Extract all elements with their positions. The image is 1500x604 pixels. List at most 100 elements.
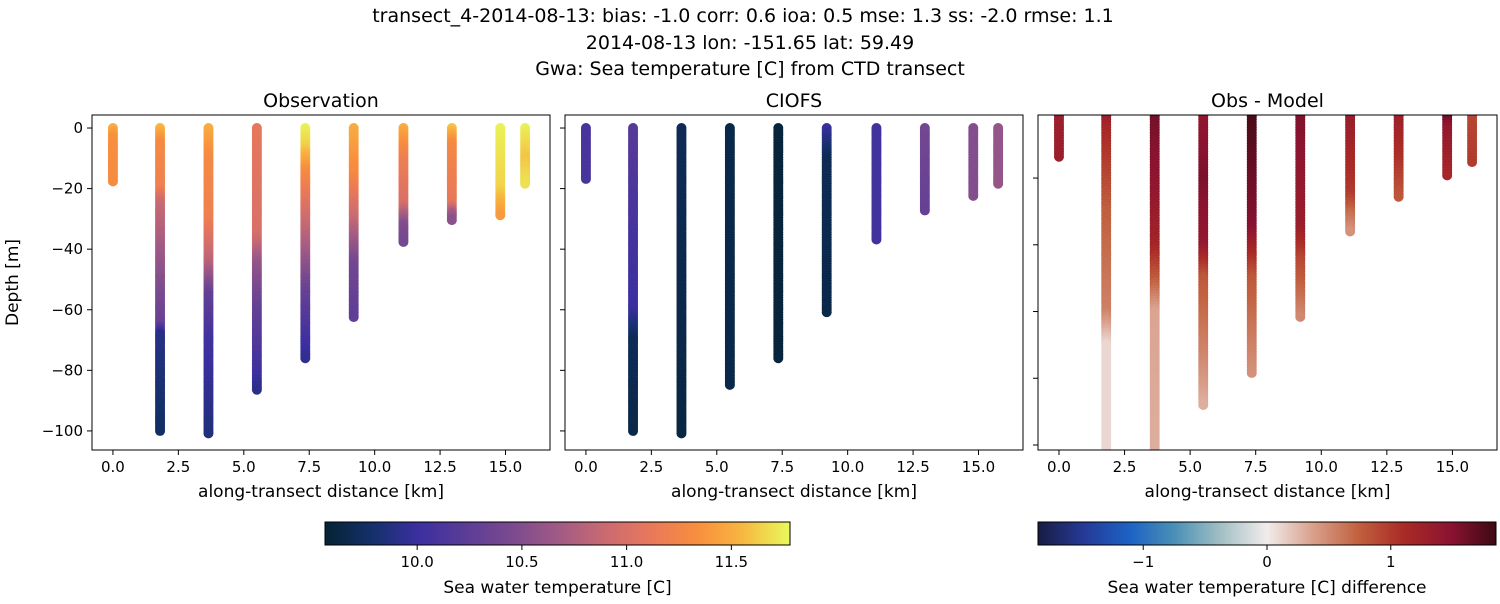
- data-point: [300, 353, 311, 364]
- x-tick-label: 15.0: [489, 458, 522, 476]
- data-point: [968, 190, 979, 201]
- data-point: [348, 312, 359, 323]
- data-point: [1053, 151, 1064, 162]
- suptitle-line-1: transect_4-2014-08-13: bias: -1.0 corr: …: [372, 5, 1114, 27]
- x-tick-label: 12.5: [423, 458, 456, 476]
- profile-9: [993, 123, 1004, 189]
- colorbar-label: Sea water temperature [C] difference: [1107, 578, 1426, 598]
- panel-title: Obs - Model: [1211, 90, 1324, 112]
- profile-6: [1345, 115, 1356, 237]
- panel-ciofs: CIOFS 0.0 2.5 5.0 7.5 10.0 12.5 15.0 along-trans…: [560, 90, 1024, 502]
- profile-2: [203, 123, 214, 439]
- y-tick-label: 0: [73, 119, 83, 137]
- data-point: [1345, 226, 1356, 237]
- data-point: [107, 176, 118, 187]
- x-tick-label: 7.5: [770, 458, 794, 476]
- x-tick-label: 12.5: [1370, 458, 1403, 476]
- profile-7: [446, 123, 457, 226]
- colorbar-tick-label: 10.5: [505, 553, 538, 571]
- data-point: [1150, 451, 1160, 461]
- colorbar-tick-label: 1: [1386, 553, 1396, 571]
- y-tick-label: −40: [51, 240, 83, 258]
- data-point: [251, 384, 262, 395]
- x-tick-label: 5.0: [232, 458, 256, 476]
- data-point: [676, 428, 687, 439]
- data-point: [1150, 453, 1160, 463]
- profile-4: [300, 123, 311, 364]
- profile-5: [1295, 115, 1306, 322]
- data-point: [1198, 399, 1209, 410]
- panel-observation: Observation 0.0 2.5 5.0 7.5 10.0 12.5 15.0 along…: [3, 90, 551, 502]
- profile-9: [1467, 115, 1478, 168]
- scatter-points: [1053, 115, 1478, 466]
- colorbar-tick-label: 11.5: [715, 553, 748, 571]
- profile-4: [773, 123, 784, 364]
- colorbar-label: Sea water temperature [C]: [443, 578, 671, 598]
- x-tick-label: 7.5: [297, 458, 321, 476]
- data-point: [580, 173, 591, 184]
- data-point: [821, 307, 832, 318]
- x-tick-label: 2.5: [166, 458, 190, 476]
- profile-0: [107, 123, 118, 187]
- data-point: [993, 178, 1004, 189]
- colorbar-tick-label: −1: [1132, 553, 1154, 571]
- data-point: [1101, 451, 1111, 461]
- data-point: [1101, 453, 1111, 463]
- x-tick-label: 7.5: [1244, 458, 1268, 476]
- colorbar-tick-label: 0: [1262, 553, 1272, 571]
- profile-1: [1101, 115, 1112, 466]
- axes-frame: [564, 114, 1024, 451]
- suptitle-line-2: 2014-08-13 lon: -151.65 lat: 59.49: [586, 32, 914, 54]
- x-axis-label: along-transect distance [km]: [198, 482, 444, 502]
- data-point: [446, 215, 457, 226]
- panel-title: Observation: [263, 90, 379, 112]
- profile-7: [1393, 115, 1404, 202]
- x-tick-label: 2.5: [1113, 458, 1137, 476]
- data-point: [495, 210, 506, 221]
- profile-5: [348, 123, 359, 323]
- y-tick-label: −20: [51, 180, 83, 198]
- profile-0: [1053, 115, 1064, 162]
- data-point: [724, 379, 735, 390]
- profile-9: [520, 123, 531, 189]
- x-axis-label: along-transect distance [km]: [671, 482, 917, 502]
- profile-8: [1442, 115, 1453, 181]
- x-tick-label: 15.0: [962, 458, 995, 476]
- scatter-points: [107, 123, 531, 439]
- x-tick-label: 0.0: [574, 458, 598, 476]
- data-point: [919, 205, 930, 216]
- scatter-points: [580, 123, 1004, 439]
- y-tick-label: −60: [51, 301, 83, 319]
- colorbar-tick-label: 10.0: [400, 553, 433, 571]
- x-tick-label: 5.0: [705, 458, 729, 476]
- data-point: [520, 178, 531, 189]
- profile-7: [919, 123, 930, 216]
- data-point: [1101, 456, 1111, 466]
- profile-1: [628, 123, 639, 436]
- data-point: [1246, 367, 1257, 378]
- x-tick-label: 2.5: [639, 458, 663, 476]
- x-tick-label: 0.0: [101, 458, 125, 476]
- profile-4: [1246, 115, 1257, 378]
- data-point: [1295, 311, 1306, 322]
- suptitle-line-3: Gwa: Sea temperature [C] from CTD transe…: [535, 58, 965, 80]
- profile-0: [580, 123, 591, 184]
- axes-frame: [1037, 114, 1498, 451]
- x-tick-label: 15.0: [1436, 458, 1469, 476]
- data-point: [203, 428, 214, 439]
- axes-frame: [91, 114, 551, 451]
- profile-6: [871, 123, 882, 245]
- profile-8: [495, 123, 506, 221]
- profile-3: [724, 123, 735, 390]
- x-tick-label: 5.0: [1178, 458, 1202, 476]
- x-tick-label: 10.0: [831, 458, 864, 476]
- x-tick-label: 10.0: [1305, 458, 1338, 476]
- data-point: [1442, 170, 1453, 181]
- data-point: [628, 425, 639, 436]
- colorbar-tick-label: 11.0: [610, 553, 643, 571]
- y-tick-label: −80: [51, 361, 83, 379]
- profile-2: [1149, 115, 1160, 463]
- profile-2: [676, 123, 687, 439]
- x-axis-label: along-transect distance [km]: [1145, 482, 1391, 502]
